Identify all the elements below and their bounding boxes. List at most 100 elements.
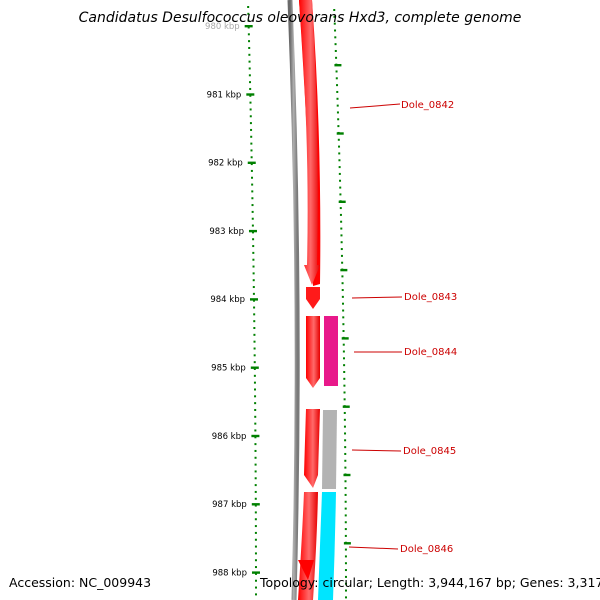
inner-minor-tick xyxy=(253,354,256,357)
outer-minor-tick xyxy=(344,500,347,503)
outer-minor-tick xyxy=(343,364,346,367)
inner-minor-tick xyxy=(247,12,250,15)
kbp-label: 988 kbp xyxy=(212,568,247,578)
inner-minor-tick xyxy=(249,94,252,97)
inner-minor-tick xyxy=(248,74,251,77)
inner-minor-tick xyxy=(254,490,257,493)
kbp-scale: 980 kbp 981 kbp 982 kbp 983 kbp 984 kbp 985 k… xyxy=(205,22,247,578)
gene-label-dole-0844: Dole_0844 xyxy=(404,347,457,358)
inner-minor-tick xyxy=(248,46,251,49)
outer-minor-tick xyxy=(344,487,347,490)
outer-minor-tick xyxy=(338,159,341,162)
outer-major-tick xyxy=(343,473,351,477)
gene-0845-block xyxy=(322,410,337,489)
inner-minor-tick xyxy=(250,135,253,138)
outer-minor-tick xyxy=(344,459,347,462)
outer-minor-tick xyxy=(340,220,343,223)
inner-minor-tick xyxy=(253,320,256,323)
inner-major-tick xyxy=(250,366,259,369)
outer-minor-tick xyxy=(334,29,337,32)
outer-minor-tick xyxy=(344,569,347,572)
outer-minor-tick xyxy=(338,166,341,169)
kbp-label: 982 kbp xyxy=(208,159,243,169)
outer-minor-tick xyxy=(336,111,339,114)
inner-minor-tick xyxy=(254,525,257,528)
outer-minor-tick xyxy=(342,330,345,333)
outer-minor-tick xyxy=(344,596,347,599)
outer-minor-tick xyxy=(343,391,346,394)
inner-minor-tick xyxy=(254,566,257,569)
outer-major-tick xyxy=(340,268,348,272)
inner-major-tick xyxy=(251,503,260,506)
inner-minor-tick xyxy=(251,210,254,213)
inner-minor-tick xyxy=(251,231,254,234)
outer-minor-tick xyxy=(344,466,347,469)
inner-minor-tick xyxy=(247,6,250,8)
outer-minor-tick xyxy=(344,575,347,578)
outer-major-tick xyxy=(342,405,350,408)
outer-minor-tick xyxy=(344,507,347,510)
outer-major-tick xyxy=(336,132,344,135)
outer-minor-tick xyxy=(344,514,347,517)
outer-minor-tick xyxy=(334,43,337,46)
outer-minor-tick xyxy=(339,213,342,216)
inner-minor-tick xyxy=(253,327,256,330)
inner-minor-tick xyxy=(252,251,255,254)
inner-minor-tick xyxy=(254,593,257,596)
outer-minor-tick xyxy=(341,261,344,264)
inner-major-tick xyxy=(244,25,253,28)
inner-tick-track xyxy=(244,6,260,596)
outer-major-tick xyxy=(334,64,342,67)
inner-minor-tick xyxy=(253,333,256,336)
cds-0845-red xyxy=(304,409,320,488)
cds-0846-red-tip xyxy=(298,560,314,580)
outer-minor-tick xyxy=(344,555,347,558)
inner-minor-tick xyxy=(254,408,257,411)
inner-minor-tick xyxy=(252,286,255,289)
outer-minor-tick xyxy=(339,193,342,196)
inner-minor-tick xyxy=(254,477,257,480)
inner-minor-tick xyxy=(249,87,252,90)
inner-minor-tick xyxy=(250,149,253,152)
inner-minor-tick xyxy=(251,183,254,186)
inner-minor-tick xyxy=(250,128,253,131)
outer-minor-tick xyxy=(344,439,347,442)
inner-minor-tick xyxy=(254,504,257,507)
inner-minor-tick xyxy=(247,33,250,36)
outer-minor-tick xyxy=(340,227,343,230)
outer-minor-tick xyxy=(342,316,345,319)
inner-minor-tick xyxy=(251,197,254,200)
inner-minor-tick xyxy=(249,115,252,118)
gene-label-dole-0842: Dole_0842 xyxy=(401,100,454,111)
gene-label-dole-0843: Dole_0843 xyxy=(404,292,457,303)
outer-minor-tick xyxy=(337,125,340,128)
outer-minor-tick xyxy=(335,56,338,59)
inner-minor-tick xyxy=(253,361,256,364)
inner-minor-tick xyxy=(254,531,257,534)
kbp-label: 983 kbp xyxy=(209,227,244,237)
inner-minor-tick xyxy=(249,101,252,104)
outer-minor-tick xyxy=(341,302,344,305)
inner-minor-tick xyxy=(248,40,251,43)
inner-minor-tick xyxy=(254,436,257,439)
outer-minor-tick xyxy=(343,370,346,373)
inner-minor-tick xyxy=(253,306,256,309)
outer-minor-tick xyxy=(340,234,343,237)
outer-minor-tick xyxy=(340,254,343,257)
inner-minor-tick xyxy=(250,156,253,159)
inner-minor-tick xyxy=(251,224,254,227)
outer-minor-tick xyxy=(340,248,343,251)
inner-minor-tick xyxy=(254,449,257,452)
genome-summary-text: Topology: circular; Length: 3,944,167 bp… xyxy=(260,575,600,590)
outer-minor-tick xyxy=(342,323,345,326)
outer-minor-tick xyxy=(335,70,338,73)
inner-minor-tick xyxy=(252,272,255,275)
outer-minor-tick xyxy=(344,446,347,449)
outer-minor-tick xyxy=(338,172,341,175)
outer-minor-tick xyxy=(337,138,340,141)
outer-major-tick xyxy=(338,200,346,203)
outer-minor-tick xyxy=(343,398,346,401)
inner-minor-tick xyxy=(253,347,256,350)
inner-minor-tick xyxy=(253,313,256,316)
outer-major-tick xyxy=(343,542,351,545)
